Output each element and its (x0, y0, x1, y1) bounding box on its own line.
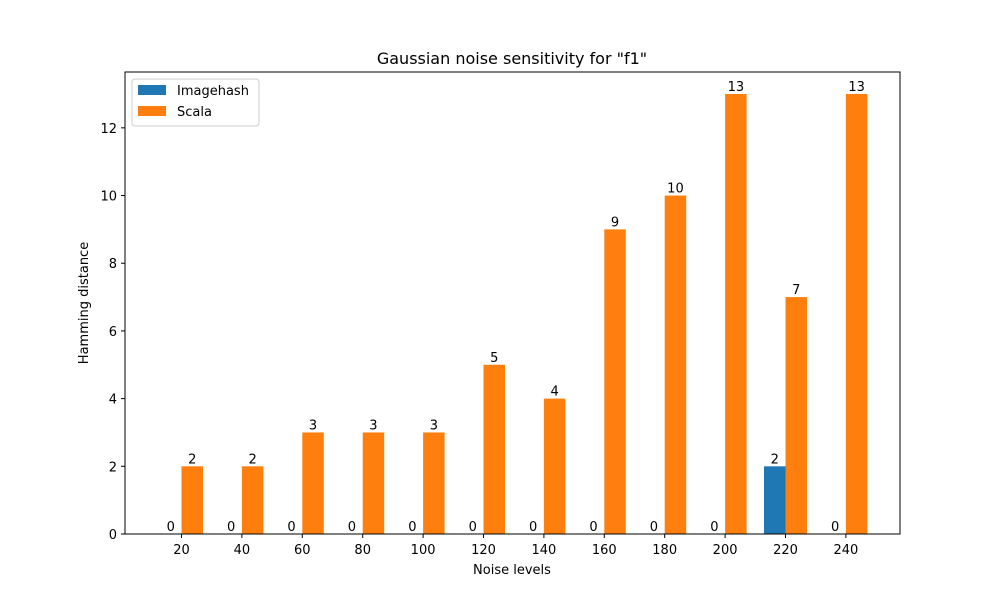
bar-scala-160 (604, 229, 626, 534)
bar-scala-220 (785, 297, 807, 534)
value-label-scala-180: 10 (667, 182, 684, 197)
value-label-imagehash-80: 0 (348, 520, 356, 535)
x-tick-label-120: 120 (471, 543, 496, 558)
y-axis-label: Hamming distance (77, 242, 92, 364)
value-label-imagehash-20: 0 (167, 520, 175, 535)
x-tick-label-40: 40 (234, 543, 251, 558)
y-tick-label-10: 10 (100, 190, 117, 205)
x-tick-label-220: 220 (773, 543, 798, 558)
bar-scala-60 (302, 432, 324, 534)
value-label-imagehash-160: 0 (589, 520, 597, 535)
y-tick-label-6: 6 (109, 325, 117, 340)
value-label-scala-40: 2 (249, 452, 257, 467)
x-tick-label-240: 240 (833, 543, 858, 558)
value-label-imagehash-60: 0 (287, 520, 295, 535)
value-label-scala-220: 7 (792, 283, 800, 298)
value-label-scala-160: 9 (611, 215, 619, 230)
value-labels-group: 0 0 0 0 0 0 0 0 0 0 2 0 2 2 3 3 3 5 4 9 10 13 7 13 (167, 80, 865, 535)
y-tick-label-4: 4 (109, 393, 117, 408)
x-tick-label-100: 100 (411, 543, 436, 558)
chart-title: Gaussian noise sensitivity for "f1" (377, 49, 647, 68)
value-label-scala-120: 5 (490, 351, 498, 366)
value-label-imagehash-100: 0 (408, 520, 416, 535)
value-label-scala-80: 3 (369, 418, 377, 433)
value-label-imagehash-180: 0 (650, 520, 658, 535)
bar-scala-140 (543, 398, 566, 534)
legend-label-scala: Scala (177, 105, 212, 120)
value-label-scala-240: 13 (848, 80, 865, 95)
value-label-imagehash-140: 0 (529, 520, 537, 535)
x-tick-label-20: 20 (173, 543, 190, 558)
legend-label-imagehash: Imagehash (177, 84, 249, 99)
x-tick-label-200: 200 (713, 543, 738, 558)
value-label-scala-20: 2 (188, 452, 196, 467)
bars-group (181, 94, 868, 535)
value-label-scala-60: 3 (309, 418, 317, 433)
bar-scala-100 (423, 432, 445, 534)
y-tick-label-12: 12 (100, 122, 117, 137)
x-axis: 20 40 60 80 100 120 140 160 180 200 220 240 (173, 534, 858, 558)
value-label-imagehash-200: 0 (710, 520, 718, 535)
bar-scala-20 (181, 466, 203, 534)
bar-scala-120 (483, 364, 505, 534)
plot-frame (124, 71, 901, 535)
bar-scala-80 (362, 432, 385, 534)
value-label-scala-140: 4 (551, 385, 559, 400)
y-tick-label-8: 8 (109, 257, 117, 272)
y-axis: 0 2 4 6 8 10 12 (100, 122, 125, 543)
value-label-imagehash-120: 0 (469, 520, 477, 535)
x-axis-label: Noise levels (473, 563, 551, 578)
bar-scala-180 (664, 195, 687, 535)
x-tick-label-60: 60 (294, 543, 311, 558)
value-label-imagehash-40: 0 (227, 520, 235, 535)
value-label-imagehash-240: 0 (831, 520, 839, 535)
bar-scala-200 (725, 94, 747, 534)
x-tick-label-160: 160 (592, 543, 617, 558)
y-tick-label-0: 0 (109, 528, 117, 543)
x-tick-label-180: 180 (652, 543, 677, 558)
x-tick-label-80: 80 (354, 543, 371, 558)
y-tick-label-2: 2 (109, 460, 117, 475)
bar-scala-240 (845, 94, 868, 534)
legend: Imagehash Scala (131, 78, 260, 127)
bar-scala-40 (241, 466, 264, 534)
legend-swatch-imagehash (138, 85, 166, 95)
bar-imagehash-220 (764, 466, 786, 534)
value-label-scala-100: 3 (430, 418, 438, 433)
x-tick-label-140: 140 (531, 543, 556, 558)
value-label-scala-200: 13 (728, 80, 745, 95)
value-label-imagehash-220: 2 (771, 452, 779, 467)
legend-swatch-scala (138, 106, 166, 116)
